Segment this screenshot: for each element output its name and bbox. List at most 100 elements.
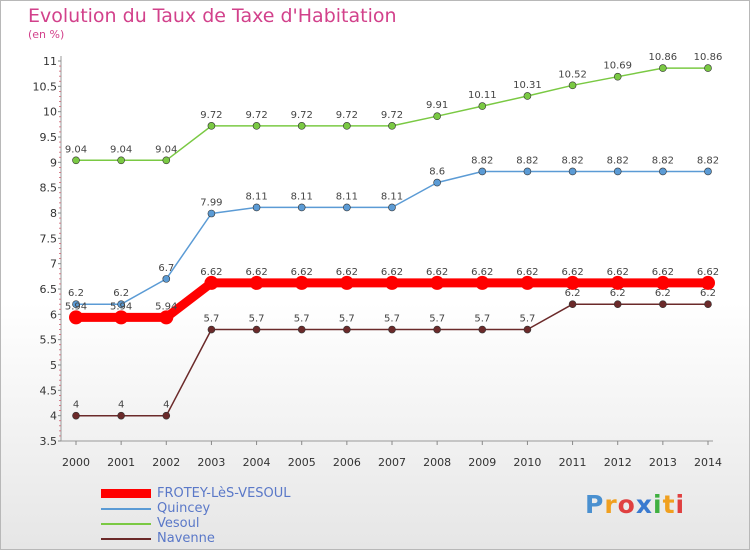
- data-label: 9.91: [426, 100, 448, 111]
- data-label: 8.11: [336, 191, 358, 202]
- x-tick-label: 2007: [378, 456, 406, 469]
- data-label: 10.52: [558, 69, 587, 80]
- data-label: 9.72: [381, 110, 403, 121]
- series-labels: 5.94 5.94 5.94 6.62 6.62 6.62 6.62 6.62 6.62 6.62…: [65, 52, 722, 411]
- data-point: [520, 275, 535, 290]
- data-label: 6.62: [516, 267, 538, 278]
- data-point: [659, 64, 667, 72]
- legend-item: Quincey: [101, 501, 291, 516]
- legend-item: Navenne: [101, 531, 291, 546]
- data-label: 9.72: [200, 110, 222, 121]
- data-label: 6.62: [336, 267, 358, 278]
- y-tick-label: 8.5: [40, 182, 58, 195]
- data-point: [704, 300, 712, 309]
- legend-label: Vesoul: [157, 516, 200, 531]
- data-point: [704, 64, 712, 72]
- legend-swatch: [101, 489, 151, 498]
- data-label: 9.72: [291, 110, 313, 121]
- data-label: 5.7: [429, 314, 445, 325]
- x-tick-label: 2010: [513, 456, 541, 469]
- data-point: [117, 156, 125, 165]
- data-label: 5.94: [110, 301, 132, 312]
- data-point: [610, 275, 625, 290]
- y-tick-label: 3.5: [40, 435, 58, 448]
- y-tick-label: 10: [43, 106, 57, 119]
- data-label: 6.7: [158, 263, 174, 274]
- data-label: 5.7: [519, 314, 535, 325]
- x-tick-label: 2002: [152, 456, 180, 469]
- data-label: 9.04: [110, 144, 132, 155]
- data-label: 4: [118, 400, 124, 411]
- y-tick-label: 10.5: [33, 80, 58, 93]
- data-label: 6.62: [652, 267, 674, 278]
- chart-title: Evolution du Taux de Taxe d'Habitation: [28, 5, 397, 27]
- data-label: 6.62: [381, 267, 403, 278]
- logo-letter: r: [604, 490, 618, 519]
- data-point: [252, 122, 261, 130]
- y-tick-label: 5: [50, 359, 57, 372]
- legend-item: FROTEY-LèS-VESOUL: [101, 486, 291, 501]
- data-label: 6.2: [655, 288, 671, 299]
- data-point: [207, 209, 216, 218]
- data-label: 8.82: [516, 155, 538, 166]
- data-point: [568, 81, 577, 90]
- data-point: [659, 167, 667, 176]
- data-point: [388, 325, 396, 334]
- data-point: [297, 203, 306, 212]
- data-point: [475, 275, 490, 290]
- data-point: [159, 310, 174, 325]
- data-point: [69, 310, 83, 325]
- proxiti-logo: Proxiti: [585, 490, 685, 519]
- data-label: 5.7: [384, 314, 400, 325]
- data-point: [568, 300, 577, 309]
- data-point: [72, 411, 80, 420]
- data-point: [207, 325, 216, 334]
- data-point: [613, 300, 622, 309]
- data-label: 9.04: [65, 144, 87, 155]
- data-label: 9.72: [336, 110, 358, 121]
- y-tick-label: 7: [50, 258, 57, 271]
- data-label: 8.11: [245, 191, 267, 202]
- chart-subtitle: (en %): [28, 28, 65, 41]
- data-point: [207, 122, 216, 130]
- data-point: [162, 411, 171, 420]
- logo-letter: i: [675, 490, 686, 519]
- data-label: 6.2: [113, 288, 129, 299]
- logo-letter: o: [617, 490, 636, 519]
- legend-item: Vesoul: [101, 516, 291, 531]
- x-tick-label: 2005: [288, 456, 316, 469]
- legend-swatch: [101, 522, 151, 525]
- data-label: 10.31: [513, 80, 542, 91]
- x-tick-label: 2011: [559, 456, 587, 469]
- y-tick-label: 6.5: [40, 283, 58, 296]
- data-label: 6.2: [68, 288, 84, 299]
- data-label: 6.62: [245, 267, 267, 278]
- data-label: 9.72: [245, 110, 267, 121]
- data-point: [252, 203, 261, 212]
- data-point: [252, 325, 261, 334]
- data-label: 6.62: [471, 267, 493, 278]
- data-point: [204, 275, 219, 290]
- y-tick-label: 4.5: [40, 384, 58, 397]
- data-point: [162, 275, 171, 283]
- data-point: [343, 325, 351, 334]
- legend-label: Navenne: [157, 531, 215, 546]
- data-label: 6.62: [291, 267, 313, 278]
- data-point: [297, 325, 306, 334]
- data-label: 10.86: [694, 52, 723, 63]
- x-tick-label: 2006: [333, 456, 361, 469]
- data-label: 6.62: [426, 267, 448, 278]
- data-label: 8.82: [561, 155, 583, 166]
- data-point: [297, 122, 306, 130]
- x-tick-label: 2009: [468, 456, 496, 469]
- data-point: [613, 167, 622, 176]
- logo-letter: i: [653, 490, 663, 519]
- logo-letter: P: [585, 490, 605, 519]
- data-point: [388, 122, 396, 130]
- data-label: 5.7: [474, 314, 490, 325]
- y-tick-label: 4: [50, 410, 57, 423]
- data-label: 5.7: [203, 314, 219, 325]
- data-label: 6.62: [200, 267, 222, 278]
- data-label: 5.7: [339, 314, 355, 325]
